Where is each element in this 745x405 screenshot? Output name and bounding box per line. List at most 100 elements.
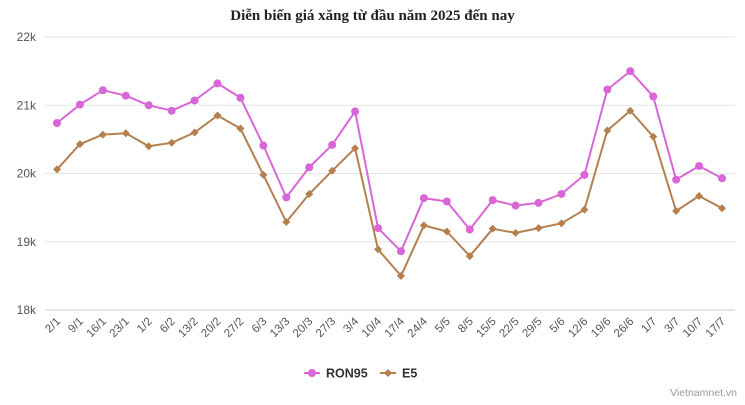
x-tick-label: 3/7 (662, 316, 682, 336)
data-point[interactable] (213, 111, 222, 120)
data-point[interactable] (190, 128, 199, 137)
data-point[interactable] (695, 192, 704, 201)
data-point[interactable] (396, 271, 405, 280)
legend-marker (308, 369, 316, 377)
legend-item-ron95[interactable]: RON95 (304, 367, 368, 381)
data-point[interactable] (305, 189, 314, 198)
data-point[interactable] (534, 224, 543, 233)
data-point[interactable] (282, 217, 291, 226)
data-point[interactable] (718, 174, 726, 183)
data-point[interactable] (53, 165, 61, 174)
data-point[interactable] (121, 91, 130, 100)
y-tick-label: 21k (17, 98, 37, 112)
data-point[interactable] (98, 86, 107, 95)
data-point[interactable] (557, 189, 566, 198)
x-tick-label: 5/5 (433, 316, 453, 336)
data-point[interactable] (419, 221, 428, 230)
data-point[interactable] (465, 225, 474, 234)
data-point[interactable] (580, 205, 589, 214)
data-point[interactable] (557, 219, 566, 228)
data-point[interactable] (511, 201, 520, 210)
data-point[interactable] (626, 67, 635, 76)
x-tick-label: 10/4 (360, 315, 385, 340)
x-tick-label: 27/2 (222, 316, 246, 340)
legend-label: RON95 (326, 367, 368, 381)
x-tick-label: 6/2 (158, 316, 178, 336)
data-point[interactable] (213, 79, 222, 88)
x-tick-label: 13/2 (176, 316, 200, 340)
data-point[interactable] (328, 166, 337, 175)
data-point[interactable] (75, 100, 84, 109)
legend[interactable]: RON95 E5 (304, 367, 417, 381)
data-point[interactable] (626, 106, 635, 115)
y-tick-label: 19k (17, 235, 37, 249)
data-point[interactable] (672, 207, 681, 216)
data-point[interactable] (167, 106, 176, 115)
x-tick-label: 20/3 (291, 316, 315, 340)
data-point[interactable] (374, 224, 383, 233)
series-line-e5 (56, 109, 723, 277)
x-tick-label: 20/2 (199, 316, 223, 340)
data-point[interactable] (718, 204, 726, 213)
legend-label: E5 (402, 367, 417, 381)
data-point[interactable] (488, 224, 497, 233)
source-credit: Vietnamnet.vn (670, 387, 737, 399)
data-point[interactable] (442, 197, 451, 206)
x-axis: 2/1 9/116/123/1 1/2 6/213/220/227/2 6/313/32… (43, 315, 728, 340)
x-tick-label: 13/3 (268, 316, 292, 340)
data-point[interactable] (351, 144, 360, 153)
x-tick-label: 9/1 (66, 316, 86, 336)
data-point[interactable] (534, 198, 543, 207)
data-point[interactable] (259, 141, 268, 150)
x-tick-label: 23/1 (108, 316, 132, 340)
x-tick-label: 15/5 (474, 316, 498, 340)
grid-lines (45, 36, 735, 311)
y-axis: 18k 19k 20k 21k 22k (17, 30, 37, 317)
data-point[interactable] (190, 96, 199, 105)
x-tick-label: 27/3 (314, 316, 338, 340)
data-point[interactable] (282, 193, 291, 202)
data-point[interactable] (305, 163, 314, 172)
data-point[interactable] (328, 140, 337, 149)
x-tick-label: 1/2 (135, 316, 155, 336)
data-point[interactable] (649, 132, 658, 141)
legend-marker (384, 369, 392, 377)
x-tick-label: 1/7 (640, 316, 660, 336)
data-point[interactable] (121, 129, 130, 138)
data-point[interactable] (649, 92, 658, 101)
data-point[interactable] (144, 101, 153, 110)
data-point[interactable] (465, 252, 474, 261)
data-point[interactable] (236, 124, 245, 133)
x-tick-label: 10/7 (681, 316, 705, 340)
x-tick-label: 3/4 (341, 315, 361, 335)
data-point[interactable] (259, 170, 268, 179)
data-point[interactable] (75, 140, 84, 149)
data-point[interactable] (396, 247, 405, 256)
chart-title: Diễn biến giá xăng từ đầu năm 2025 đến n… (230, 8, 515, 24)
x-tick-label: 16/1 (85, 316, 109, 340)
data-point[interactable] (488, 196, 497, 205)
data-point[interactable] (603, 126, 612, 135)
data-point[interactable] (511, 228, 520, 237)
y-tick-label: 18k (17, 303, 37, 317)
x-tick-label: 22/5 (497, 316, 521, 340)
data-point[interactable] (442, 227, 451, 236)
data-point[interactable] (351, 107, 360, 116)
data-point[interactable] (374, 245, 383, 254)
data-point[interactable] (603, 85, 612, 94)
data-point[interactable] (580, 170, 589, 179)
data-point[interactable] (419, 194, 428, 203)
x-tick-label: 5/6 (548, 316, 568, 336)
x-tick-label: 12/6 (566, 316, 590, 340)
data-point[interactable] (695, 161, 704, 170)
data-point[interactable] (144, 142, 153, 151)
data-point[interactable] (672, 175, 681, 184)
data-point[interactable] (167, 138, 176, 147)
legend-item-e5[interactable]: E5 (380, 367, 417, 381)
data-point[interactable] (236, 93, 245, 102)
x-tick-label: 29/5 (520, 316, 544, 340)
data-point[interactable] (98, 130, 107, 139)
data-point[interactable] (53, 118, 61, 127)
series-lines (53, 67, 726, 280)
